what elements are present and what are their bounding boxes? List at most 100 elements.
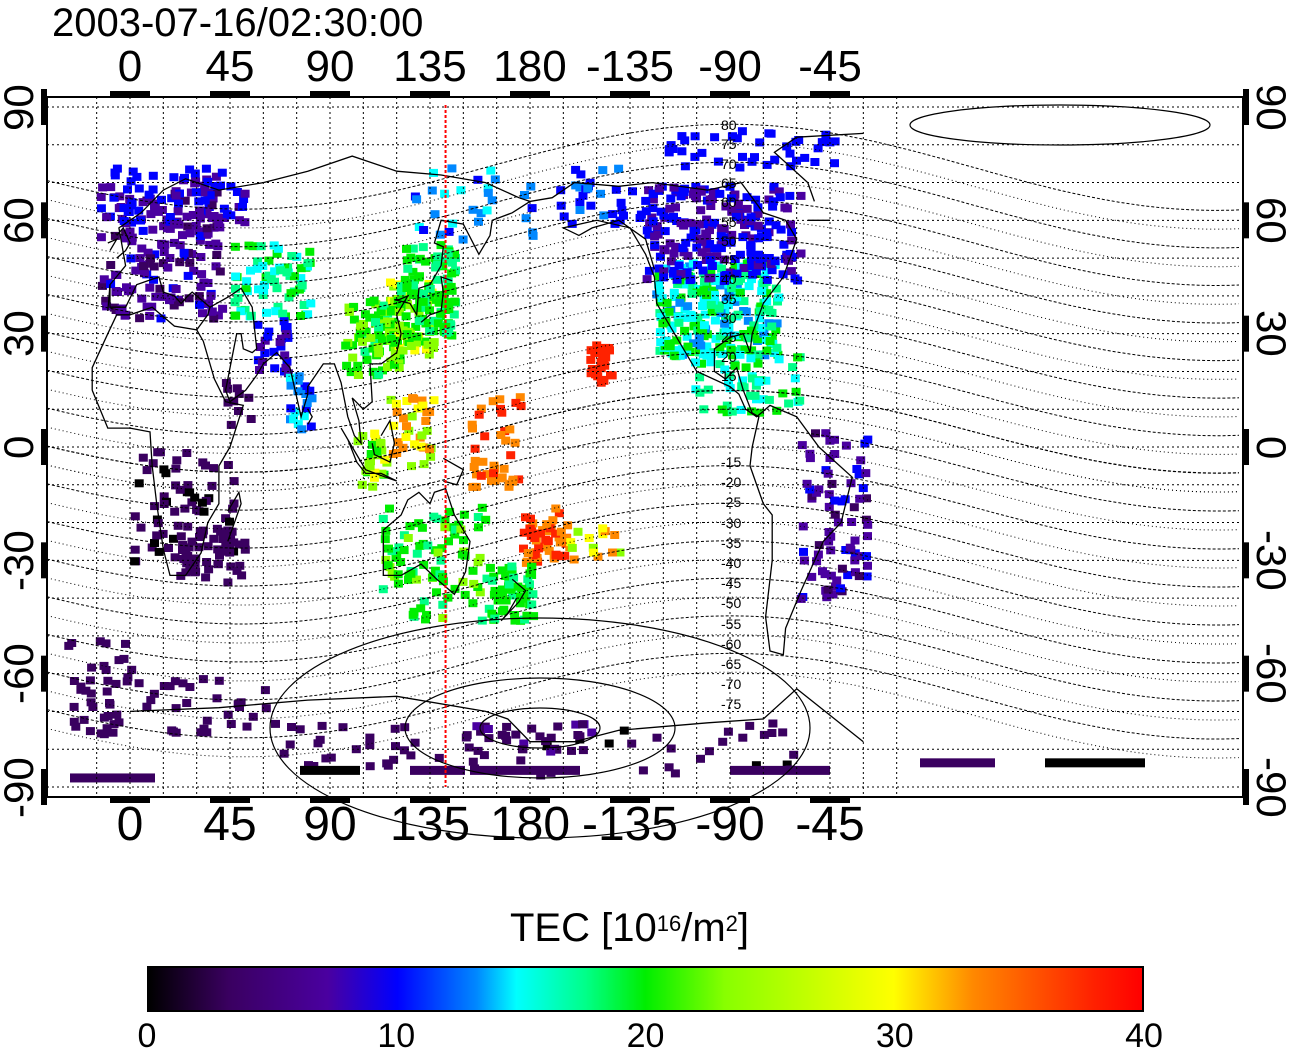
tec-cell xyxy=(238,202,247,211)
tec-cell xyxy=(111,287,121,296)
tec-cell xyxy=(735,250,745,259)
tec-cell xyxy=(285,373,295,382)
tec-cell xyxy=(166,293,176,302)
tec-cell xyxy=(738,376,748,385)
tec-cell xyxy=(735,163,745,172)
tec-cell xyxy=(697,359,706,368)
tec-cell xyxy=(155,284,165,293)
tec-cell xyxy=(149,689,159,698)
tec-cell xyxy=(101,639,111,648)
tec-cell xyxy=(216,181,225,190)
bottom-lon-tick-label: 90 xyxy=(303,798,357,851)
tec-cell xyxy=(409,607,419,616)
tec-cell xyxy=(468,205,478,214)
tec-cell xyxy=(575,206,585,214)
tec-cell xyxy=(423,541,433,550)
tec-cell xyxy=(209,314,219,323)
tec-cell xyxy=(446,282,456,291)
tec-cell xyxy=(184,543,194,552)
tec-cell xyxy=(421,257,431,266)
tec-cell xyxy=(691,182,701,191)
tec-cell xyxy=(830,159,839,168)
tec-cell xyxy=(535,732,545,741)
tec-cell xyxy=(205,191,215,200)
tec-cell xyxy=(688,282,698,291)
mag-lat-label: 55 xyxy=(721,213,737,230)
tec-cell xyxy=(587,365,597,373)
tec-cell xyxy=(722,339,732,348)
tec-cell xyxy=(805,454,815,463)
tec-cell xyxy=(417,396,427,405)
tec-cell xyxy=(669,212,678,221)
tec-cell xyxy=(169,534,178,543)
tec-cell xyxy=(546,733,556,742)
tec-cell xyxy=(457,550,467,559)
tec-cell xyxy=(670,293,679,301)
tec-cell xyxy=(198,188,208,197)
tec-cell xyxy=(377,446,387,455)
tec-cell xyxy=(676,219,686,228)
tec-cell xyxy=(674,318,684,327)
mag-lat-contour xyxy=(46,351,1240,437)
tec-cell xyxy=(190,179,200,188)
tec-cell xyxy=(490,586,500,595)
tec-cell xyxy=(755,138,765,147)
tec-cell xyxy=(589,548,599,557)
tec-cell xyxy=(146,210,156,219)
tec-cell xyxy=(855,494,865,503)
tec-cell xyxy=(755,314,765,323)
tec-cell xyxy=(796,594,806,603)
tec-cell xyxy=(106,183,116,192)
tec-cell xyxy=(419,226,429,234)
tec-cell xyxy=(408,394,418,403)
tec-cell xyxy=(234,407,243,415)
tec-cell xyxy=(774,187,784,196)
tec-cell xyxy=(824,502,834,511)
mag-lat-label: 20 xyxy=(721,348,737,365)
tec-cell xyxy=(429,344,439,352)
tec-cell xyxy=(519,739,529,748)
tec-cell xyxy=(756,323,766,332)
lon-frame-tick xyxy=(310,91,350,97)
tec-cell xyxy=(768,197,778,206)
tec-cell xyxy=(230,298,240,307)
tec-cell xyxy=(365,733,375,742)
tec-cell xyxy=(137,244,147,253)
tec-cell xyxy=(211,239,221,248)
tec-cell xyxy=(727,230,737,239)
tec-cell xyxy=(142,302,152,311)
tec-cell xyxy=(599,376,609,385)
tec-cell xyxy=(644,186,654,195)
tec-cell xyxy=(226,533,236,542)
tec-cell xyxy=(215,551,224,560)
tec-cell xyxy=(264,327,274,336)
tec-cell xyxy=(115,192,125,201)
tec-cell xyxy=(385,317,395,326)
tec-cell xyxy=(573,527,583,536)
tec-cell xyxy=(157,195,166,204)
tec-cell xyxy=(111,270,121,279)
tec-cell xyxy=(286,404,296,413)
tec-cell xyxy=(411,339,421,348)
tec-cell xyxy=(402,284,412,293)
tec-cell xyxy=(670,769,680,778)
tec-cell xyxy=(197,270,207,279)
tec-cell xyxy=(638,766,648,775)
tec-cell xyxy=(516,592,525,601)
tec-cell xyxy=(489,572,499,581)
tec-cell xyxy=(197,498,207,507)
tec-cell xyxy=(306,422,316,431)
mag-pole-contour xyxy=(479,707,601,749)
tec-cell xyxy=(213,311,223,320)
tec-cell xyxy=(727,351,737,360)
tec-cell xyxy=(556,186,566,195)
tec-cell xyxy=(710,291,719,300)
tec-cell xyxy=(127,665,137,674)
tec-cell xyxy=(435,230,445,239)
tec-cell xyxy=(473,175,483,184)
tec-cell xyxy=(604,344,614,352)
tec-cell xyxy=(415,254,425,263)
tec-cell xyxy=(723,727,733,736)
tec-cell xyxy=(410,738,420,747)
tec-cell xyxy=(383,363,392,372)
